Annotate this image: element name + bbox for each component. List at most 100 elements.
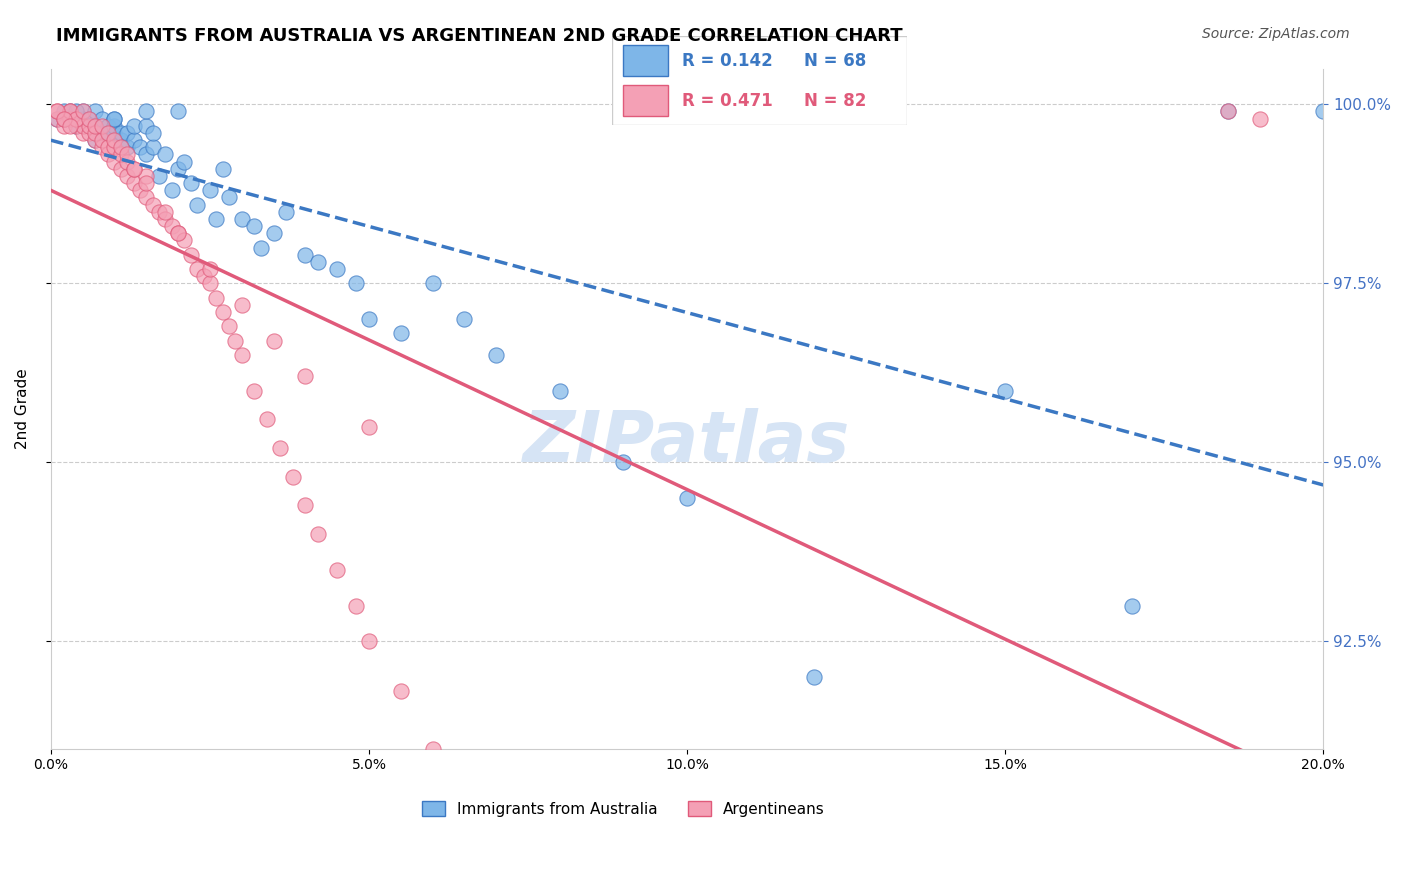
- Point: [389, 684, 412, 698]
- Point: [97, 119, 120, 133]
- FancyBboxPatch shape: [623, 45, 668, 76]
- Point: [90, 126, 112, 140]
- FancyBboxPatch shape: [623, 85, 668, 116]
- Point: [344, 599, 367, 613]
- Point: [135, 104, 157, 119]
- Point: [294, 369, 316, 384]
- Point: [103, 112, 125, 126]
- Point: [243, 384, 266, 398]
- Point: [167, 104, 190, 119]
- Point: [155, 204, 177, 219]
- Point: [84, 133, 107, 147]
- Point: [129, 140, 152, 154]
- Point: [135, 190, 157, 204]
- Point: [453, 312, 475, 326]
- Point: [263, 226, 285, 240]
- Point: [167, 161, 190, 176]
- Text: ZIPatlas: ZIPatlas: [523, 409, 851, 477]
- Point: [115, 154, 138, 169]
- Point: [110, 147, 132, 161]
- Point: [59, 104, 82, 119]
- Text: Source: ZipAtlas.com: Source: ZipAtlas.com: [1202, 27, 1350, 41]
- Point: [72, 119, 94, 133]
- Point: [72, 112, 94, 126]
- Point: [122, 161, 145, 176]
- Point: [90, 119, 112, 133]
- Point: [103, 112, 125, 126]
- Point: [90, 112, 112, 126]
- Point: [90, 133, 112, 147]
- Point: [167, 226, 190, 240]
- Point: [84, 126, 107, 140]
- Point: [52, 119, 75, 133]
- Point: [84, 133, 107, 147]
- Point: [186, 262, 208, 277]
- Point: [84, 119, 107, 133]
- Point: [326, 563, 349, 577]
- Point: [77, 119, 100, 133]
- Point: [77, 112, 100, 126]
- Point: [276, 204, 298, 219]
- Point: [52, 112, 75, 126]
- Point: [122, 119, 145, 133]
- Point: [103, 154, 125, 169]
- Point: [180, 176, 202, 190]
- Point: [344, 277, 367, 291]
- Text: IMMIGRANTS FROM AUSTRALIA VS ARGENTINEAN 2ND GRADE CORRELATION CHART: IMMIGRANTS FROM AUSTRALIA VS ARGENTINEAN…: [56, 27, 903, 45]
- Point: [307, 255, 329, 269]
- Point: [72, 104, 94, 119]
- Point: [59, 104, 82, 119]
- Point: [84, 119, 107, 133]
- Point: [115, 140, 138, 154]
- Point: [1216, 104, 1239, 119]
- Point: [155, 211, 177, 226]
- Point: [994, 384, 1017, 398]
- Point: [485, 849, 508, 863]
- Point: [110, 126, 132, 140]
- Point: [142, 197, 165, 211]
- Point: [357, 634, 380, 648]
- Point: [59, 104, 82, 119]
- Point: [90, 140, 112, 154]
- Text: N = 82: N = 82: [804, 92, 866, 110]
- Point: [1216, 104, 1239, 119]
- Point: [122, 176, 145, 190]
- Point: [148, 169, 170, 183]
- Point: [103, 119, 125, 133]
- Point: [357, 312, 380, 326]
- Point: [65, 112, 87, 126]
- Point: [231, 211, 253, 226]
- Y-axis label: 2nd Grade: 2nd Grade: [15, 368, 30, 449]
- Point: [612, 455, 634, 469]
- Point: [97, 147, 120, 161]
- Point: [77, 119, 100, 133]
- Point: [110, 140, 132, 154]
- Point: [307, 527, 329, 541]
- Point: [180, 248, 202, 262]
- Point: [422, 277, 444, 291]
- Point: [357, 419, 380, 434]
- Point: [65, 119, 87, 133]
- Point: [1121, 599, 1143, 613]
- Point: [294, 248, 316, 262]
- Point: [59, 112, 82, 126]
- FancyBboxPatch shape: [612, 36, 907, 125]
- Point: [84, 104, 107, 119]
- Point: [65, 104, 87, 119]
- Point: [256, 412, 278, 426]
- Point: [103, 126, 125, 140]
- Point: [59, 119, 82, 133]
- Point: [218, 190, 240, 204]
- Point: [198, 183, 221, 197]
- Point: [249, 240, 271, 254]
- Point: [59, 112, 82, 126]
- Point: [65, 112, 87, 126]
- Point: [46, 104, 69, 119]
- Point: [1312, 104, 1334, 119]
- Text: R = 0.471: R = 0.471: [682, 92, 773, 110]
- Point: [167, 226, 190, 240]
- Point: [1249, 112, 1271, 126]
- Point: [211, 161, 233, 176]
- Point: [77, 126, 100, 140]
- Point: [676, 491, 699, 505]
